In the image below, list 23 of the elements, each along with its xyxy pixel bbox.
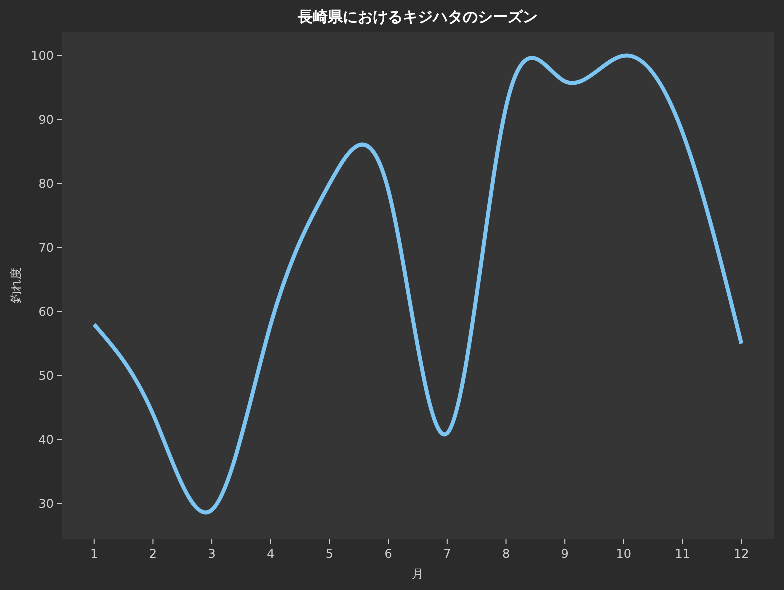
x-tick-label: 2 bbox=[149, 547, 158, 561]
x-tick-label: 6 bbox=[384, 547, 392, 561]
y-tick-label: 70 bbox=[38, 240, 54, 255]
x-tick-label: 4 bbox=[267, 547, 275, 561]
y-tick-label: 60 bbox=[38, 304, 54, 319]
x-tick-label: 12 bbox=[734, 547, 750, 561]
y-tick-label: 80 bbox=[38, 176, 54, 191]
x-tick-label: 1 bbox=[90, 547, 98, 561]
x-axis-title: 月 bbox=[412, 567, 424, 581]
chart-title: 長崎県におけるキジハタのシーズン bbox=[297, 8, 538, 26]
x-tick-label: 8 bbox=[502, 547, 510, 561]
y-tick-label: 90 bbox=[38, 112, 54, 127]
x-tick-label: 7 bbox=[444, 547, 452, 561]
x-tick-label: 9 bbox=[561, 547, 569, 561]
y-tick-label: 100 bbox=[31, 48, 54, 63]
x-tick-label: 5 bbox=[326, 547, 334, 561]
y-axis-title: 釣れ度 bbox=[9, 268, 23, 304]
y-tick-label: 30 bbox=[38, 496, 54, 511]
x-tick-label: 3 bbox=[208, 547, 216, 561]
x-tick-label: 11 bbox=[675, 547, 690, 561]
y-tick-label: 50 bbox=[38, 368, 54, 383]
y-tick-label: 40 bbox=[38, 432, 54, 447]
x-tick-label: 10 bbox=[616, 547, 632, 561]
